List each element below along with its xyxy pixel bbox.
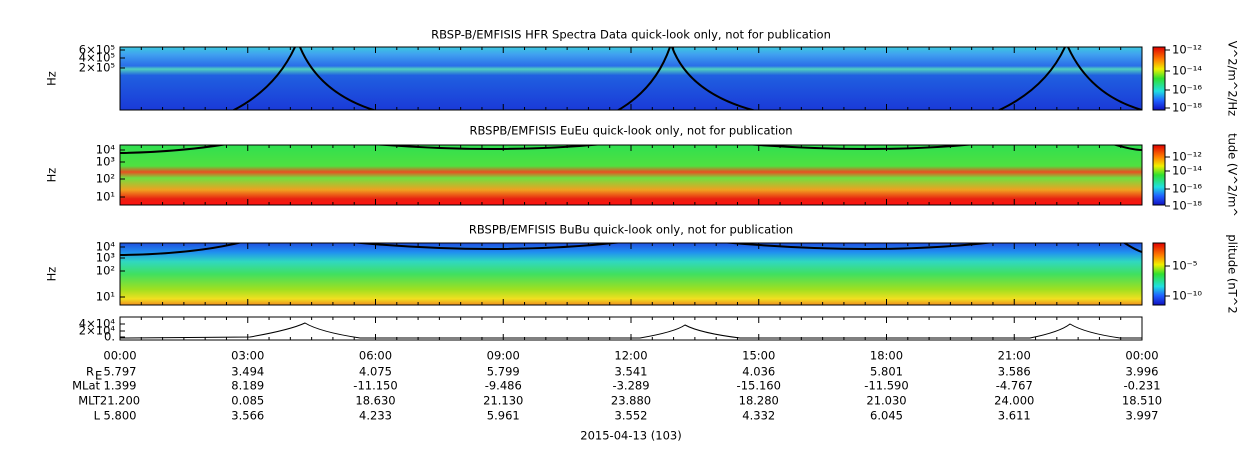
colorbar-title: V^2/m^2/Hz	[1226, 41, 1240, 116]
y-tick-label: 10³	[96, 155, 116, 169]
y-tick-label: 10¹	[96, 190, 115, 204]
colorbar	[1152, 242, 1166, 306]
ephemeris-value: 18.510	[1122, 394, 1162, 408]
ephemeris-value: -11.150	[353, 379, 397, 393]
y-axis-label: Hz	[45, 267, 59, 282]
ephemeris-value: -15.160	[737, 379, 781, 393]
time-label: 15:00	[742, 349, 775, 363]
ephemeris-value: 21.130	[483, 394, 523, 408]
ephemeris-label: MLT	[78, 394, 101, 408]
ephemeris-value: 23.880	[611, 394, 651, 408]
colorbar-tick-label: 10⁻¹⁶	[1172, 83, 1202, 97]
colorbar-tick-label: 10⁻¹⁴	[1172, 164, 1202, 178]
ephemeris-value: 3.996	[1126, 365, 1159, 379]
time-label: 06:00	[359, 349, 392, 363]
ephemeris-value: 4.233	[359, 409, 392, 423]
ephemeris-value: 4.036	[742, 365, 775, 379]
ephemeris-value: 3.586	[998, 365, 1031, 379]
colorbar	[1152, 46, 1166, 111]
y-tick-label: 10¹	[96, 290, 115, 304]
y-tick-label: 2×10⁵	[79, 61, 116, 75]
ephemeris-value: 8.189	[231, 379, 264, 393]
ephemeris-value: 5.961	[487, 409, 520, 423]
curves	[231, 47, 1142, 110]
ephemeris-value: -11.590	[864, 379, 908, 393]
plot-area	[119, 242, 1143, 306]
colorbar-tick-label: 10⁻¹²	[1172, 43, 1202, 57]
panel-title: RBSPB/EMFISIS BuBu quick-look only, not …	[469, 223, 793, 237]
colorbar-tick-label: 10⁻⁵	[1172, 259, 1198, 273]
ephemeris-value: 18.280	[739, 394, 779, 408]
y-tick-label: 4×10⁵	[79, 51, 116, 65]
ephemeris-value: 6.045	[870, 409, 903, 423]
y-tick-label: 10²	[96, 264, 115, 278]
colorbar	[1152, 144, 1166, 206]
colorbar-tick-label: 10⁻¹⁸	[1172, 101, 1202, 115]
time-label: 21:00	[998, 349, 1031, 363]
ephemeris-value: 3.611	[998, 409, 1031, 423]
ephemeris-value: 3.494	[231, 365, 264, 379]
ephemeris-subscript: E	[95, 369, 102, 383]
colorbar-tick-label: 10⁻¹⁰	[1172, 289, 1202, 303]
ephemeris-value: -9.486	[485, 379, 522, 393]
panel-title: RBSP-B/EMFISIS HFR Spectra Data quick-lo…	[431, 28, 831, 42]
ephemeris-value: 1.399	[104, 379, 137, 393]
ephemeris-value: 3.552	[615, 409, 648, 423]
colorbar-tick-label: 10⁻¹⁴	[1172, 64, 1202, 78]
ephemeris-value: 3.541	[615, 365, 648, 379]
ephemeris-curve	[119, 322, 1142, 339]
colorbar-title: plitude (nT^2	[1226, 234, 1240, 313]
curves	[120, 145, 1142, 154]
y-tick-label: 10²	[96, 172, 115, 186]
time-label: 00:00	[103, 349, 136, 363]
time-label: 18:00	[870, 349, 903, 363]
y-tick-label: 10⁴	[96, 143, 116, 157]
ephemeris-value: -4.767	[996, 379, 1033, 393]
y-tick-label: 2×10⁴	[79, 324, 116, 338]
curves	[120, 243, 1142, 256]
ephemeris-label: R	[86, 365, 94, 379]
ephemeris-value: 24.000	[994, 394, 1034, 408]
time-label: 00:00	[1125, 349, 1158, 363]
panel-title: RBSPB/EMFISIS EuEu quick-look only, not …	[469, 124, 792, 138]
date-label: 2015-04-13 (103)	[580, 429, 681, 443]
ephemeris-value: 4.332	[742, 409, 775, 423]
ephemeris-value: 5.801	[870, 365, 903, 379]
colorbar-tick-label: 10⁻¹²	[1172, 150, 1202, 164]
ephemeris-value: 5.800	[104, 409, 137, 423]
plot-area	[119, 144, 1143, 206]
ephemeris-value: 4.075	[359, 365, 392, 379]
colorbar-tick-label: 10⁻¹⁶	[1172, 182, 1202, 196]
time-label: 03:00	[231, 349, 264, 363]
ephemeris-value: 0.085	[231, 394, 264, 408]
time-label: 09:00	[487, 349, 520, 363]
ephemeris-value: 5.799	[487, 365, 520, 379]
ephemeris-value: -3.289	[612, 379, 649, 393]
y-tick-label: 10⁴	[96, 240, 116, 254]
ephemeris-value: -0.231	[1123, 379, 1160, 393]
y-tick-label: 0.	[104, 330, 115, 344]
time-label: 12:00	[614, 349, 647, 363]
ephemeris-value: 3.997	[1126, 409, 1159, 423]
y-tick-label: 10³	[96, 251, 116, 265]
ephemeris-value: 21.030	[866, 394, 906, 408]
y-axis-label: Hz	[45, 71, 59, 86]
ephemeris-label: L	[94, 409, 101, 423]
ephemeris-label: MLat	[72, 379, 100, 393]
ephemeris-value: 21.200	[100, 394, 140, 408]
ephemeris-value: 18.630	[355, 394, 395, 408]
y-tick-label: 4×10⁴	[79, 317, 116, 331]
ephemeris-value: 3.566	[231, 409, 264, 423]
colorbar-title: tude (V^2/m^	[1226, 133, 1240, 217]
colorbar-tick-label: 10⁻¹⁸	[1172, 199, 1202, 213]
y-tick-label: 6×10⁵	[79, 43, 116, 57]
y-axis-label: Hz	[45, 168, 59, 183]
ephemeris-value: 5.797	[104, 365, 137, 379]
